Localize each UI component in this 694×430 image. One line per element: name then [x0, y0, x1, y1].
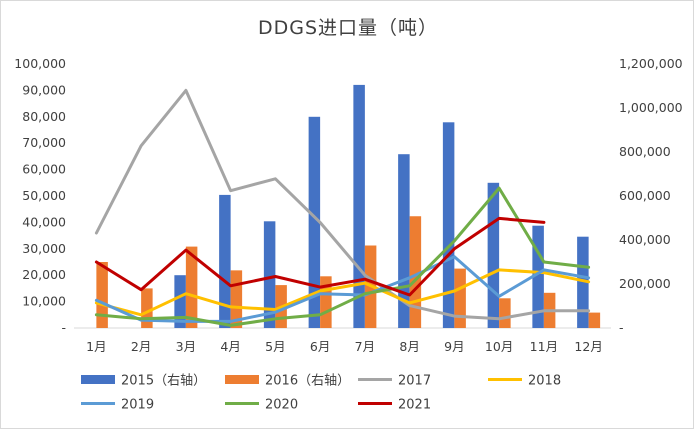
y-left-tick-label: 100,000 [14, 56, 66, 71]
bar-2015-10 [487, 182, 500, 328]
x-tick-label: 6月 [310, 339, 330, 354]
x-tick-label: 7月 [355, 339, 375, 354]
bar-2015-9 [442, 122, 455, 328]
line-series-2018 [94, 268, 591, 317]
x-tick-label: 1月 [86, 339, 106, 354]
x-tick-label: 3月 [176, 339, 196, 354]
bar-2015-5 [263, 221, 276, 328]
y-right-tick-label: 400,000 [619, 232, 671, 247]
x-tick-label: 9月 [444, 339, 464, 354]
x-tick-label: 8月 [399, 339, 419, 354]
bar-2016-3 [185, 246, 198, 328]
bar-2016-10 [499, 298, 511, 328]
y-left-tick-label: 30,000 [22, 241, 66, 256]
legend-label: 2015（右轴） [121, 374, 206, 389]
y-left-tick-label: 10,000 [22, 294, 66, 309]
bar-2015-4 [219, 194, 231, 328]
x-tick-label: 12月 [574, 339, 602, 354]
x-tick-label: 4月 [220, 339, 240, 354]
y-right-tick-label: 200,000 [619, 276, 671, 291]
bar-2015-7 [353, 84, 365, 329]
y-left-tick-label: 50,000 [22, 188, 66, 203]
legend-item-2015（右轴）: 2015（右轴） [81, 374, 206, 389]
bar-2015-8 [398, 154, 410, 328]
chart-title: DDGS进口量（吨） [257, 17, 439, 39]
line-series-2019 [94, 255, 591, 323]
y-right-tick-label: - [619, 320, 624, 335]
bar-2016-1 [96, 262, 108, 328]
legend-item-2019: 2019 [81, 398, 154, 413]
y-left-tick-label: - [61, 320, 66, 335]
bar-2016-9 [454, 268, 466, 328]
y-left-tick-label: 90,000 [22, 82, 66, 97]
y-right-tick-label: 600,000 [619, 188, 671, 203]
legend-item-2020: 2020 [225, 398, 298, 413]
x-tick-label: 10月 [485, 339, 513, 354]
y-left-tick-label: 20,000 [22, 267, 66, 282]
line-series-2020 [94, 186, 591, 327]
legend-label: 2019 [121, 398, 154, 413]
y-left-tick-label: 80,000 [22, 109, 66, 124]
bar-2015-11 [532, 225, 544, 328]
x-tick-label: 11月 [530, 339, 558, 354]
y-left-tick-label: 70,000 [22, 135, 66, 150]
legend-item-2018: 2018 [488, 374, 561, 389]
legend-label: 2018 [528, 374, 561, 389]
y-right-tick-label: 800,000 [619, 144, 671, 159]
legend-label: 2016（右轴） [265, 374, 350, 389]
bar-2016-2 [141, 288, 153, 328]
bar-2016-6 [320, 276, 332, 328]
legend-label: 2020 [265, 398, 298, 413]
x-tick-label: 2月 [131, 339, 151, 354]
bar-2016-12 [588, 312, 601, 328]
y-left-tick-label: 40,000 [22, 214, 66, 229]
legend-swatch [81, 375, 115, 384]
y-right-tick-label: 1,000,000 [619, 100, 683, 115]
line-series-2017 [94, 88, 591, 321]
y-left-tick-label: 60,000 [22, 162, 66, 177]
bar-2016-4 [230, 270, 243, 328]
bar-2015-6 [308, 116, 321, 328]
line-series-2021 [94, 216, 546, 297]
legend-label: 2017 [398, 374, 431, 389]
bar-2015-12 [577, 236, 589, 328]
legend-item-2021: 2021 [358, 398, 431, 413]
legend-label: 2021 [398, 398, 431, 413]
bar-2016-8 [409, 216, 422, 328]
legend-item-2016（右轴）: 2016（右轴） [225, 374, 350, 389]
legend-item-2017: 2017 [358, 374, 431, 389]
bar-2015-3 [174, 275, 186, 328]
x-tick-label: 5月 [265, 339, 285, 354]
legend-swatch [225, 375, 259, 384]
y-right-tick-label: 1,200,000 [619, 56, 683, 71]
